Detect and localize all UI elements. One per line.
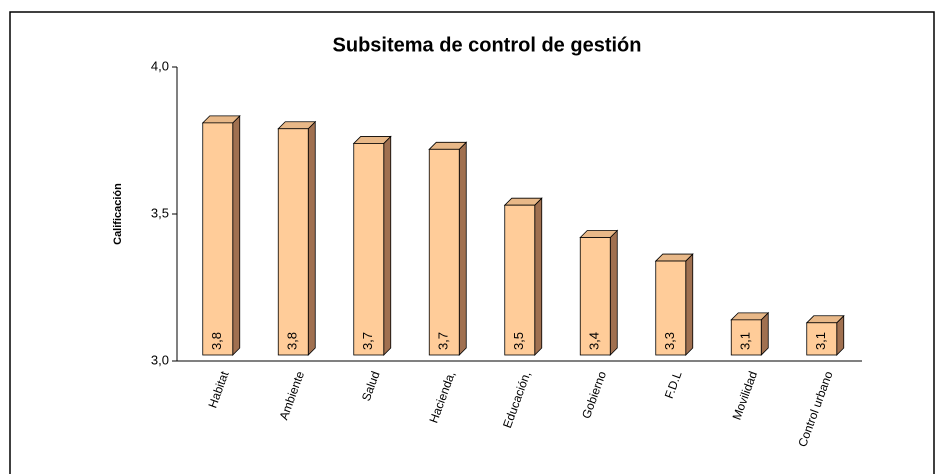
x-tick-label: Ambiente — [277, 369, 308, 422]
value-label: 3,8 — [209, 332, 224, 350]
bar-side — [685, 253, 694, 356]
x-tick-label: Movilidad — [730, 369, 760, 421]
bar — [202, 122, 234, 356]
x-tick-label: F.D.L — [662, 369, 685, 400]
x-tick-label: Educación, — [500, 369, 533, 430]
bar-top — [730, 312, 770, 321]
bar-top — [201, 115, 241, 124]
bar-side — [458, 141, 467, 356]
bar — [655, 260, 687, 356]
bar — [730, 319, 762, 356]
value-label: 3,7 — [436, 332, 451, 350]
bar-top — [277, 121, 317, 130]
y-axis-label: Calificación — [112, 183, 124, 245]
bar-side — [534, 197, 543, 356]
bar-side — [609, 229, 618, 356]
bar — [504, 204, 536, 356]
x-tick-label: Control urbano — [795, 369, 835, 449]
value-label: 3,7 — [360, 332, 375, 350]
x-tick-label: Salud — [359, 369, 383, 403]
chart-border — [9, 11, 935, 474]
y-tick-label: 3,5 — [151, 205, 169, 220]
bar-top — [428, 141, 468, 150]
bar-top — [503, 197, 543, 206]
x-tick-label: Habitat — [205, 369, 231, 410]
x-tick-label: Hacienda, — [426, 369, 458, 425]
value-label: 3,3 — [662, 332, 677, 350]
x-tick-label: Gobierno — [579, 369, 609, 420]
value-label: 3,5 — [511, 332, 526, 350]
value-label: 3,1 — [813, 332, 828, 350]
bar — [277, 128, 309, 356]
bar-top — [805, 315, 845, 324]
bar-top — [579, 230, 619, 238]
bar-side — [307, 120, 316, 356]
y-tick-label: 4,0 — [151, 58, 169, 73]
bar — [428, 148, 460, 356]
bar — [353, 143, 385, 356]
value-label: 3,8 — [285, 332, 300, 350]
value-label: 3,4 — [587, 332, 602, 350]
bar-top — [352, 136, 392, 144]
bar — [579, 237, 611, 356]
bar-top — [654, 253, 694, 262]
y-tick-label: 3,0 — [151, 352, 169, 367]
value-label: 3,1 — [738, 332, 753, 350]
bar-side — [383, 135, 392, 356]
bar — [806, 322, 838, 356]
bar-side — [232, 114, 241, 356]
chart-title: Subsitema de control de gestión — [333, 34, 642, 56]
